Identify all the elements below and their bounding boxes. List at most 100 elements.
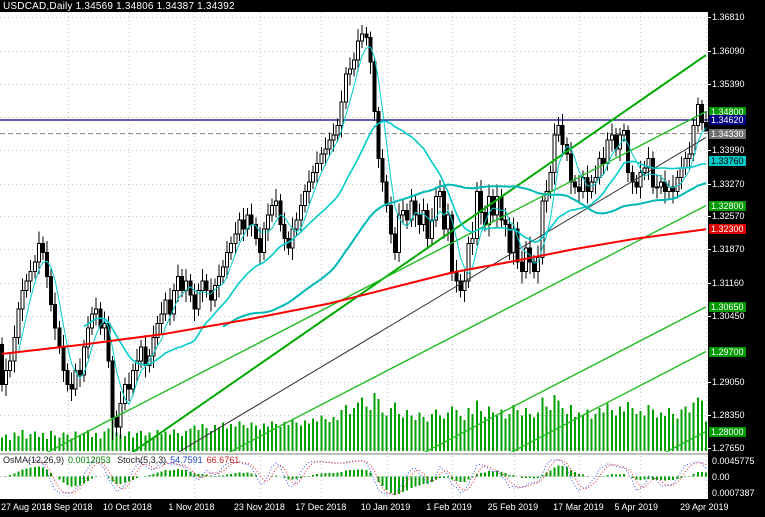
candle-body: [302, 191, 307, 207]
candle-body: [491, 195, 496, 216]
candle-body: [597, 158, 602, 178]
candle-body: [356, 40, 361, 61]
moving-averages-group: [1, 46, 707, 405]
volume-bars: [1, 393, 707, 451]
candle-body: [650, 158, 655, 188]
axis-tick: [708, 249, 711, 250]
candle-body: [466, 242, 471, 282]
candle-body: [397, 214, 402, 254]
axis-tick: [708, 150, 711, 151]
chart-canvas[interactable]: [0, 0, 708, 499]
price-axis-label: 1.28350: [712, 410, 745, 421]
price-axis-label: 1.27650: [712, 443, 745, 453]
candle-body: [192, 294, 197, 310]
candle-body: [237, 219, 242, 235]
time-axis-label: 5 Apr 2019: [614, 502, 659, 512]
candle-body: [703, 121, 708, 132]
price-axis-boxed-label: 1.34330: [709, 128, 746, 139]
trendline: [46, 110, 707, 452]
candle-body: [515, 228, 520, 263]
indicator-labels: OsMA(12,26,9) 0.0012053 Stoch(5,3,3) 54.75…: [3, 455, 243, 465]
candle-body: [151, 336, 156, 357]
candle-body: [327, 139, 332, 150]
ma-line: [1, 228, 707, 355]
candle-body: [622, 129, 627, 136]
candle-body: [601, 158, 606, 164]
candle-body: [4, 369, 9, 385]
candle-body: [544, 191, 549, 202]
time-axis-label: 18 Sep 2018: [41, 502, 93, 512]
candle-body: [65, 369, 70, 385]
axis-tick: [708, 382, 711, 383]
candle-body: [442, 191, 447, 230]
candle-body: [335, 125, 340, 136]
candle-body: [429, 219, 434, 240]
ma-line: [222, 182, 707, 328]
candle-body: [229, 242, 234, 254]
trendlines-group[interactable]: [2, 54, 707, 499]
trendline: [228, 205, 707, 452]
price-axis-label: 1.31160: [712, 277, 744, 288]
candle-body: [380, 158, 385, 183]
candle-body: [110, 360, 115, 418]
candle-body: [609, 134, 614, 141]
candle-body: [577, 186, 582, 193]
candle-body: [671, 186, 676, 193]
time-axis-label: 1 Feb 2019: [426, 502, 472, 512]
candle-body: [135, 360, 140, 371]
candle-body: [12, 336, 17, 362]
candle-body: [437, 191, 442, 197]
candle-body: [413, 200, 418, 216]
price-axis-label: 0.00: [712, 471, 730, 482]
candle-body: [81, 346, 86, 376]
candle-body: [24, 280, 29, 291]
time-axis-label: 23 Nov 2018: [233, 502, 285, 512]
price-axis-label: 1.35390: [712, 78, 745, 89]
candle-body: [675, 176, 680, 193]
stoch-k-value: 54.7591: [170, 455, 203, 465]
candle-body: [405, 209, 410, 221]
candle-body: [519, 261, 524, 273]
candle-body: [249, 214, 254, 225]
price-axis[interactable]: 1.36810 1.36090 1.35390 1.33990 1.33270 1.325…: [708, 0, 765, 517]
time-axis[interactable]: 27 Aug 2018 18 Sep 2018 10 Oct 2018 1 Nov 2…: [0, 499, 765, 517]
candle-body: [446, 214, 451, 230]
price-axis-label: 0.0045775: [712, 456, 755, 466]
axis-tick: [708, 216, 711, 217]
ma-line: [83, 120, 707, 366]
candle-body: [253, 223, 258, 240]
candle-body: [36, 242, 41, 263]
candle-body: [613, 134, 618, 150]
candle-body: [20, 289, 25, 310]
candle-body: [458, 280, 463, 291]
candle-body: [131, 369, 136, 390]
trendline: [510, 350, 707, 452]
candle-body: [216, 275, 221, 287]
candle-body: [343, 73, 348, 103]
price-axis-label: 0.0007387: [712, 488, 755, 498]
candle-body: [57, 327, 62, 348]
candle-body: [372, 61, 377, 113]
candle-body: [212, 285, 217, 301]
candle-body: [176, 275, 181, 291]
candle-body: [347, 68, 352, 75]
candle-body: [548, 172, 553, 193]
candle-body: [585, 176, 590, 193]
price-axis-label: 1.33270: [712, 178, 745, 189]
candle-body: [572, 181, 577, 188]
candle-body: [687, 153, 692, 160]
candle-body: [364, 33, 369, 39]
candle-body: [266, 214, 271, 230]
candle-body: [388, 205, 393, 235]
candle-body: [568, 153, 573, 183]
time-axis-label: 27 Aug 2018: [1, 502, 52, 512]
axis-tick: [708, 17, 711, 18]
price-axis-label: 1.33990: [712, 144, 745, 155]
candle-body: [487, 195, 492, 225]
candle-body: [143, 346, 148, 367]
candle-body: [45, 252, 50, 277]
candle-body: [593, 176, 598, 183]
candle-body: [339, 101, 344, 127]
price-axis-boxed-label: 1.32800: [709, 200, 746, 211]
candle-body: [691, 125, 696, 155]
